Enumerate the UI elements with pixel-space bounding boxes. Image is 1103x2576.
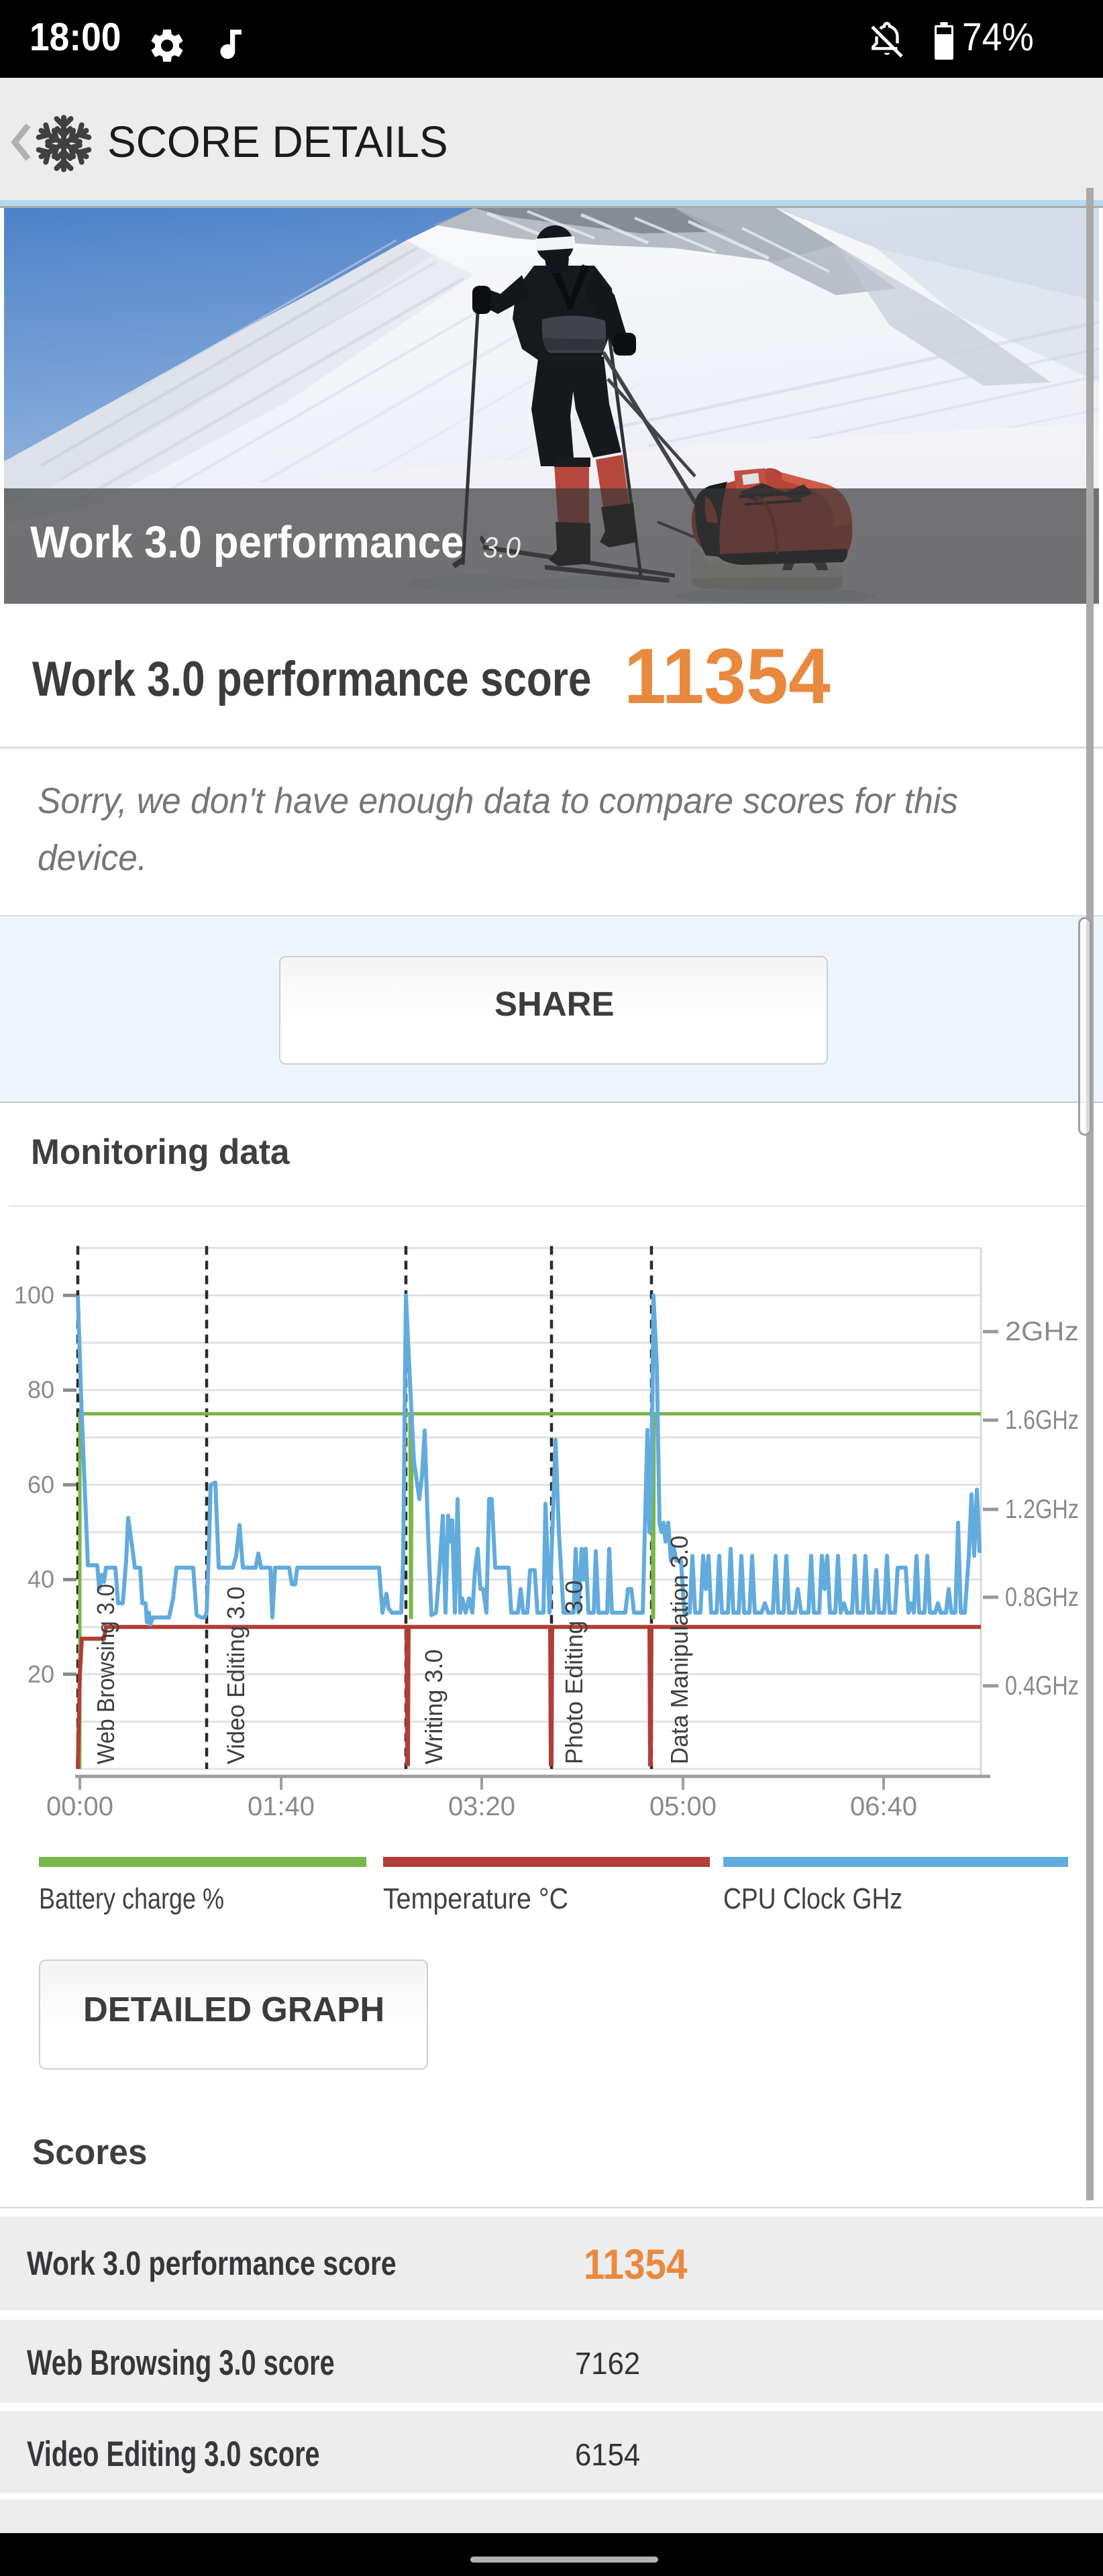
svg-text:05:00: 05:00 xyxy=(649,1792,717,1821)
svg-text:Video Editing 3.0: Video Editing 3.0 xyxy=(222,1587,250,1764)
svg-text:0.8GHz: 0.8GHz xyxy=(1005,1582,1079,1612)
svg-text:80: 80 xyxy=(28,1376,54,1403)
svg-text:00:00: 00:00 xyxy=(46,1792,113,1821)
svg-text:Photo Editing 3.0: Photo Editing 3.0 xyxy=(560,1580,588,1764)
svg-text:06:40: 06:40 xyxy=(850,1792,917,1821)
svg-text:Temperature °C: Temperature °C xyxy=(383,1882,568,1915)
svg-text:40: 40 xyxy=(28,1566,54,1593)
svg-text:20: 20 xyxy=(28,1660,54,1688)
svg-text:01:40: 01:40 xyxy=(248,1792,315,1821)
svg-text:Data Manipulation 3.0: Data Manipulation 3.0 xyxy=(666,1536,693,1764)
svg-text:Web Browsing 3.0: Web Browsing 3.0 xyxy=(92,1584,119,1764)
svg-text:100: 100 xyxy=(14,1281,54,1309)
svg-text:Battery charge %: Battery charge % xyxy=(39,1882,224,1915)
svg-text:0.4GHz: 0.4GHz xyxy=(1005,1671,1079,1701)
svg-text:1.6GHz: 1.6GHz xyxy=(1005,1405,1079,1435)
svg-text:60: 60 xyxy=(28,1470,54,1498)
svg-text:Writing 3.0: Writing 3.0 xyxy=(420,1650,448,1764)
svg-text:1.2GHz: 1.2GHz xyxy=(1005,1495,1079,1524)
svg-text:03:20: 03:20 xyxy=(448,1792,515,1821)
svg-text:CPU Clock GHz: CPU Clock GHz xyxy=(723,1882,902,1915)
svg-text:2GHz: 2GHz xyxy=(1005,1317,1079,1346)
